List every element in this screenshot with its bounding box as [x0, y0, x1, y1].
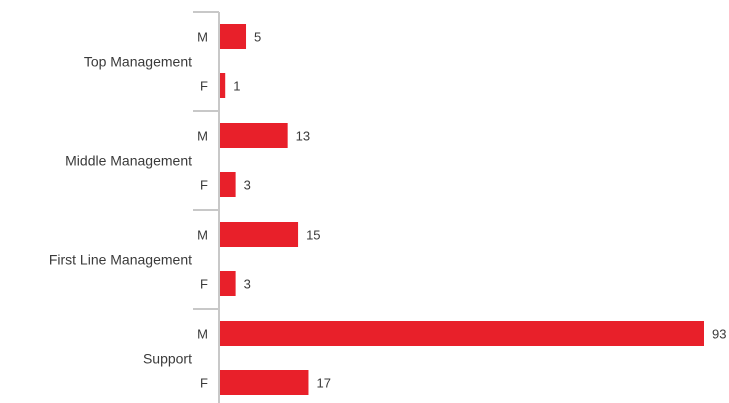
category-label: F [200, 277, 208, 292]
group-label: Support [143, 351, 192, 367]
bar-m [220, 321, 704, 346]
category-label: M [197, 327, 208, 342]
bar-f [220, 271, 236, 296]
data-label: 1 [233, 79, 240, 94]
group-label: Top Management [84, 54, 192, 70]
group-label: Middle Management [65, 153, 192, 169]
labels-layer: Top Management M 5 F 1 Middle Management M 13 F 3… [49, 30, 727, 391]
bars-layer [220, 24, 704, 395]
bar-m [220, 123, 288, 148]
bar-m [220, 222, 299, 247]
bar-f [220, 370, 309, 395]
axis-layer [193, 11, 220, 403]
group-label: First Line Management [49, 252, 192, 268]
bar-f [220, 73, 226, 98]
data-label: 13 [296, 129, 310, 144]
data-label: 3 [244, 178, 251, 193]
category-label: F [200, 79, 208, 94]
category-label: M [197, 129, 208, 144]
data-label: 93 [712, 327, 726, 342]
bar-f [220, 172, 236, 197]
category-label: M [197, 30, 208, 45]
data-label: 17 [316, 376, 330, 391]
bar-m [220, 24, 247, 49]
data-label: 5 [254, 30, 261, 45]
category-label: F [200, 178, 208, 193]
category-label: M [197, 228, 208, 243]
category-label: F [200, 376, 208, 391]
data-label: 15 [306, 228, 320, 243]
data-label: 3 [244, 277, 251, 292]
